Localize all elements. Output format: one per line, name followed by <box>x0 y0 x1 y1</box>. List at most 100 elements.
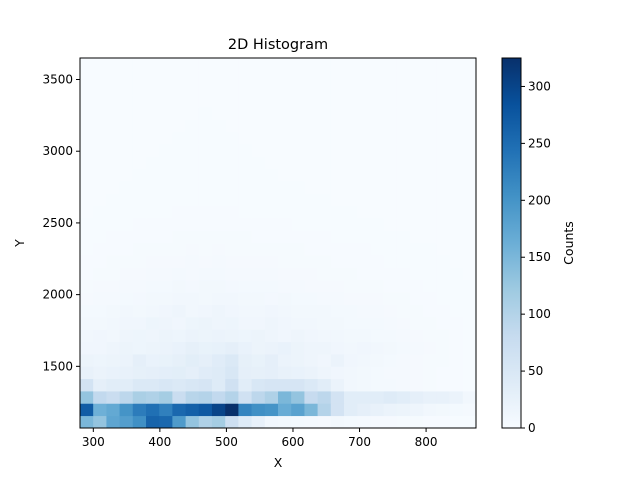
histogram-cell <box>251 230 266 244</box>
histogram-cell <box>238 329 252 343</box>
histogram-cell <box>370 354 385 367</box>
histogram-cell <box>462 317 477 330</box>
histogram-cell <box>330 70 345 84</box>
histogram-cell <box>251 292 266 306</box>
histogram-cell <box>449 329 464 343</box>
histogram-cell <box>264 280 279 293</box>
histogram-cell <box>185 70 200 84</box>
histogram-cell <box>211 181 226 195</box>
histogram-cell <box>132 329 147 343</box>
histogram-cell <box>396 378 411 392</box>
histogram-cell <box>409 82 424 96</box>
histogram-cell <box>198 329 213 343</box>
histogram-cell <box>119 280 134 293</box>
histogram-cell <box>238 255 252 269</box>
histogram-cell <box>172 206 187 219</box>
histogram-cell <box>159 119 173 133</box>
histogram-cell <box>146 354 160 367</box>
histogram-cell <box>304 119 318 133</box>
histogram-cell <box>106 243 120 256</box>
histogram-cell <box>383 132 398 145</box>
histogram-cell <box>264 58 279 71</box>
histogram-cell <box>132 119 147 133</box>
histogram-cell <box>330 58 345 71</box>
histogram-cell <box>317 243 332 256</box>
histogram-cell <box>278 132 292 145</box>
histogram-cell <box>291 329 305 343</box>
histogram-cell <box>357 193 371 207</box>
histogram-cell <box>146 70 160 84</box>
histogram-cell <box>383 304 398 318</box>
histogram-cell <box>172 218 187 232</box>
histogram-cell <box>449 304 464 318</box>
histogram-cell <box>344 304 358 318</box>
histogram-cell <box>436 243 450 256</box>
histogram-cell <box>159 193 173 207</box>
histogram-cell <box>185 255 200 269</box>
histogram-cell <box>80 169 94 182</box>
histogram-cell <box>344 70 358 84</box>
histogram-cell <box>449 82 464 96</box>
histogram-cell <box>264 378 279 392</box>
histogram-cell <box>119 304 134 318</box>
histogram-cell <box>370 280 385 293</box>
histogram-cell <box>198 230 213 244</box>
histogram-cell <box>317 403 332 417</box>
histogram-cell <box>225 391 239 404</box>
histogram-cell <box>80 206 94 219</box>
histogram-cell <box>198 243 213 256</box>
histogram-cell <box>172 169 187 182</box>
histogram-cell <box>251 156 266 170</box>
histogram-cell <box>370 255 385 269</box>
histogram-cell <box>304 181 318 195</box>
histogram-cell <box>238 378 252 392</box>
histogram-cell <box>185 107 200 121</box>
histogram-cell <box>172 181 187 195</box>
histogram-cell <box>409 206 424 219</box>
histogram-cell <box>396 280 411 293</box>
histogram-cell <box>119 391 134 404</box>
histogram-cell <box>436 95 450 108</box>
histogram-cell <box>317 341 332 355</box>
histogram-cell <box>409 107 424 121</box>
histogram-cell <box>462 329 477 343</box>
histogram-cell <box>291 156 305 170</box>
histogram-cell <box>291 95 305 108</box>
histogram-cell <box>344 132 358 145</box>
histogram-cell <box>317 267 332 281</box>
histogram-cell <box>211 169 226 182</box>
histogram-cell <box>146 317 160 330</box>
histogram-cell <box>317 230 332 244</box>
histogram-cell <box>146 403 160 417</box>
colorbar-ticks: 0 50 100 150 200 250 300 <box>521 79 551 435</box>
histogram-cell <box>423 58 437 71</box>
histogram-cell <box>383 70 398 84</box>
histogram-cell <box>370 304 385 318</box>
histogram-cell <box>185 243 200 256</box>
histogram-cell <box>449 243 464 256</box>
histogram-cell <box>278 119 292 133</box>
histogram-cell <box>93 169 107 182</box>
histogram-cell <box>132 181 147 195</box>
histogram-cell <box>449 230 464 244</box>
histogram-cell <box>238 415 252 429</box>
histogram-cell <box>159 230 173 244</box>
histogram-cell <box>238 107 252 121</box>
histogram-cell <box>225 243 239 256</box>
histogram-cell <box>225 415 239 429</box>
histogram-cell <box>251 304 266 318</box>
histogram-cell <box>172 415 187 429</box>
histogram-cell <box>370 82 385 96</box>
histogram-cell <box>409 119 424 133</box>
histogram-cell <box>185 354 200 367</box>
histogram-cell <box>225 95 239 108</box>
histogram-cell <box>106 267 120 281</box>
histogram-cell <box>198 317 213 330</box>
histogram-cell <box>344 58 358 71</box>
histogram-cell <box>462 193 477 207</box>
histogram-cell <box>132 415 147 429</box>
histogram-cell <box>344 292 358 306</box>
histogram-cell <box>119 341 134 355</box>
histogram-cell <box>159 206 173 219</box>
histogram-cell <box>264 255 279 269</box>
